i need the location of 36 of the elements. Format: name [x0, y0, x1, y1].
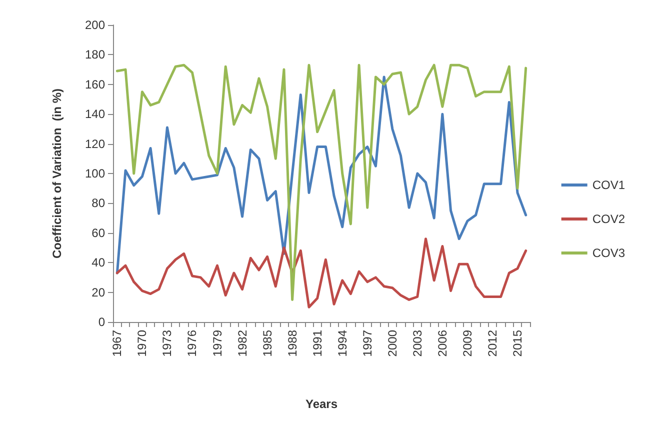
- x-tick-label: 2003: [410, 330, 424, 357]
- x-axis-title: Years: [305, 397, 338, 411]
- x-tick-label: 1988: [285, 330, 300, 357]
- legend-label: COV2: [592, 212, 626, 226]
- y-tick-label: 120: [84, 136, 106, 151]
- y-tick-label: 40: [92, 256, 106, 270]
- line-series: [116, 64, 528, 301]
- x-tick-label: 2000: [385, 330, 400, 357]
- x-tick-label: 1991: [310, 330, 324, 357]
- legend-label: COV1: [592, 178, 626, 192]
- x-tick-label: 1985: [260, 330, 274, 357]
- y-tick-label: 160: [84, 77, 106, 92]
- x-tick-label: 1973: [160, 330, 174, 357]
- y-tick-label: 80: [92, 196, 106, 210]
- x-tick-label: 2015: [510, 330, 524, 357]
- x-tick-label: 1982: [235, 330, 250, 357]
- y-axis-title: Coefficient of Variation (in %): [50, 88, 64, 259]
- x-tick-label: 2006: [435, 330, 450, 357]
- x-tick-label: 2009: [460, 330, 474, 357]
- y-tick-label: 100: [84, 166, 106, 180]
- legend-label: COV3: [592, 246, 626, 260]
- x-tick-label: 1970: [135, 330, 150, 357]
- y-tick-label: 20: [92, 285, 106, 300]
- y-tick-label: 0: [98, 315, 106, 329]
- line-series: [116, 238, 528, 308]
- x-tick-label: 1979: [210, 330, 224, 357]
- x-tick-label: 2012: [485, 330, 500, 357]
- y-tick-label: 180: [84, 48, 106, 62]
- line-series: [116, 76, 528, 274]
- x-tick-label: 1997: [360, 330, 374, 357]
- y-tick-label: 200: [84, 18, 106, 32]
- x-tick-label: 1967: [110, 330, 124, 357]
- x-tick-label: 1976: [185, 330, 200, 357]
- x-tick-label: 1994: [335, 330, 350, 357]
- y-tick-label: 140: [84, 107, 106, 122]
- y-tick-label: 60: [92, 226, 106, 240]
